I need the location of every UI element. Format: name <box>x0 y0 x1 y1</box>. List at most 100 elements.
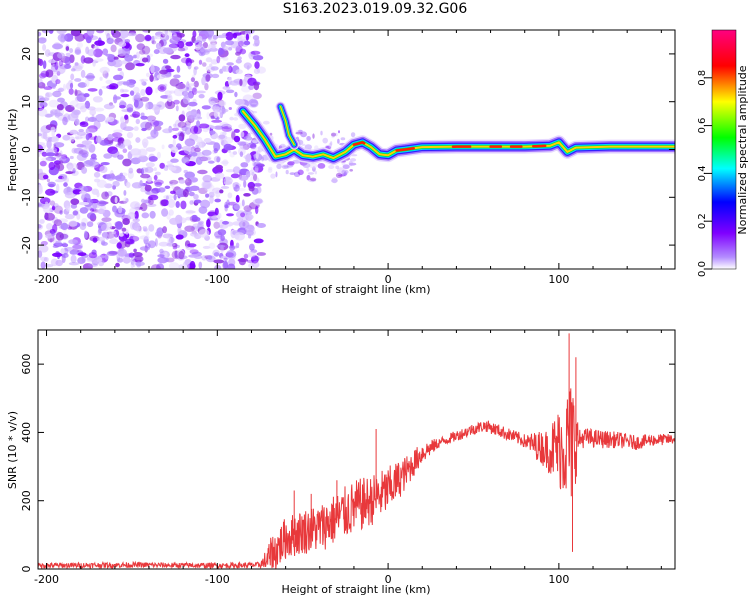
noise-speckle <box>38 144 43 153</box>
noise-speckle <box>74 89 78 97</box>
noise-speckle <box>85 36 92 44</box>
noise-speckle <box>140 89 146 96</box>
noise-speckle <box>148 156 158 162</box>
noise-speckle <box>348 160 353 167</box>
noise-speckle <box>115 262 120 268</box>
noise-speckle <box>103 103 115 110</box>
noise-speckle <box>216 109 223 119</box>
noise-speckle <box>52 43 63 50</box>
noise-speckle <box>204 82 209 91</box>
noise-speckle <box>207 255 213 260</box>
noise-speckle <box>175 105 179 112</box>
noise-speckle <box>62 116 68 126</box>
noise-speckle <box>70 136 75 142</box>
noise-speckle <box>243 253 249 259</box>
noise-speckle <box>87 117 97 122</box>
noise-speckle <box>53 219 63 227</box>
noise-speckle <box>104 73 108 79</box>
noise-speckle <box>175 201 180 208</box>
noise-speckle <box>149 119 160 127</box>
noise-speckle <box>38 82 46 89</box>
noise-speckle <box>221 65 232 72</box>
noise-speckle <box>295 131 303 135</box>
noise-speckle <box>243 205 252 212</box>
noise-speckle <box>223 257 228 261</box>
noise-speckle <box>40 256 48 262</box>
noise-speckle <box>84 100 91 109</box>
noise-speckle <box>101 191 110 200</box>
noise-speckle <box>159 248 164 254</box>
noise-speckle <box>198 206 208 214</box>
side-branch-band <box>279 105 295 146</box>
noise-speckle <box>202 180 213 190</box>
noise-speckle <box>38 250 43 258</box>
noise-speckle <box>153 179 164 185</box>
noise-speckle <box>107 250 118 256</box>
noise-speckle <box>193 67 197 76</box>
noise-speckle <box>73 241 83 251</box>
noise-speckle <box>168 43 180 49</box>
y-tick-label: 600 <box>20 354 33 375</box>
noise-speckle <box>65 171 74 175</box>
noise-speckle <box>198 42 203 49</box>
x-tick-label: 100 <box>548 273 569 286</box>
noise-speckle <box>119 99 125 106</box>
noise-speckle <box>107 134 114 141</box>
noise-speckle <box>112 59 123 68</box>
noise-speckle <box>113 129 123 134</box>
noise-speckle <box>65 52 71 57</box>
noise-speckle <box>62 134 71 141</box>
noise-speckle <box>201 105 211 110</box>
y-tick-label: 200 <box>20 490 33 511</box>
noise-speckle-layer <box>38 30 358 269</box>
noise-speckle <box>162 226 168 234</box>
noise-speckle <box>39 101 48 108</box>
noise-speckle <box>211 119 223 123</box>
noise-speckle <box>184 138 196 147</box>
noise-speckle <box>141 57 149 63</box>
noise-speckle <box>140 115 148 120</box>
noise-speckle <box>349 169 354 172</box>
noise-speckle <box>38 73 47 79</box>
noise-speckle <box>156 263 165 269</box>
noise-speckle <box>48 183 55 188</box>
noise-speckle <box>75 102 87 110</box>
noise-speckle <box>56 155 67 162</box>
noise-speckle <box>68 239 78 245</box>
noise-speckle <box>240 131 245 138</box>
noise-speckle <box>176 217 187 224</box>
noise-speckle <box>149 104 161 110</box>
noise-speckle <box>96 191 100 198</box>
noise-speckle <box>228 107 232 110</box>
noise-speckle <box>83 230 88 239</box>
noise-speckle <box>243 40 251 46</box>
snr-y-axis-label: SNR (10 * v/v) <box>6 411 19 489</box>
noise-speckle <box>248 263 254 269</box>
noise-speckle <box>209 130 216 135</box>
noise-speckle <box>106 37 114 45</box>
noise-speckle <box>132 218 140 223</box>
noise-speckle <box>99 76 103 81</box>
noise-speckle <box>209 195 214 204</box>
noise-speckle <box>88 252 98 259</box>
noise-speckle <box>133 248 137 253</box>
noise-speckle <box>130 201 141 210</box>
noise-speckle <box>217 108 229 113</box>
noise-speckle <box>61 175 67 181</box>
noise-speckle <box>268 166 273 171</box>
noise-speckle <box>253 68 260 75</box>
noise-speckle <box>146 72 150 78</box>
noise-speckle <box>134 99 139 108</box>
noise-speckle <box>137 148 148 157</box>
noise-speckle <box>64 56 72 66</box>
noise-speckle <box>205 193 210 198</box>
noise-speckle <box>135 92 141 102</box>
noise-speckle <box>240 212 246 218</box>
noise-speckle <box>125 238 135 245</box>
noise-speckle <box>70 139 76 144</box>
noise-speckle <box>83 57 94 64</box>
colorbar-label: Normalized spectral amplitude <box>736 65 749 234</box>
noise-speckle <box>116 81 123 86</box>
noise-speckle <box>134 210 139 220</box>
noise-speckle <box>224 137 234 144</box>
